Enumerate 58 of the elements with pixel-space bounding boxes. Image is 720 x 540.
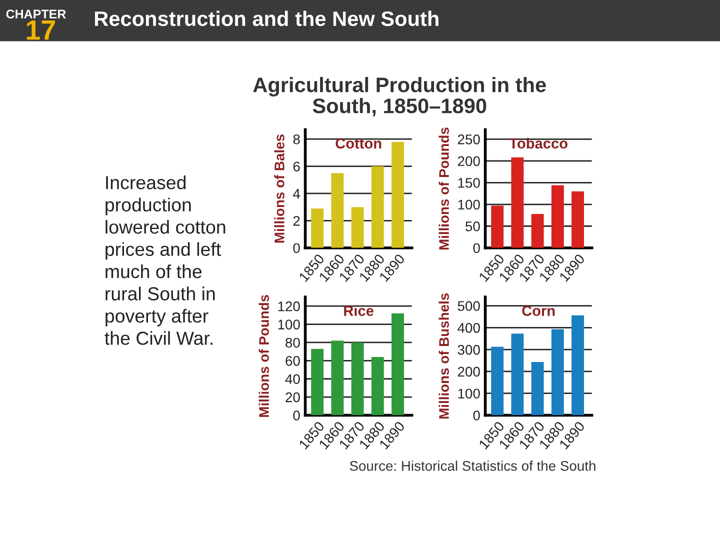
y-tick-label: 120 — [278, 301, 300, 312]
source-note: Source: Historical Statistics of the South — [350, 460, 596, 471]
chart-title: Corn — [522, 306, 555, 316]
y-axis-title: Millions of Pounds — [258, 294, 269, 417]
y-tick-label: 400 — [458, 322, 480, 333]
y-tick-label: 100 — [458, 200, 480, 210]
bar — [371, 357, 384, 416]
bar — [351, 342, 364, 416]
bar — [392, 313, 404, 416]
y-tick-label: 4 — [293, 188, 300, 199]
chart-title: Rice — [344, 305, 374, 316]
bar — [491, 206, 504, 248]
bar — [311, 348, 324, 416]
y-tick-label: 200 — [458, 156, 480, 166]
bar — [351, 207, 364, 248]
text: Agricultural Production in the South, 1850–1890 — [253, 76, 546, 116]
text: CHAPTER — [6, 10, 66, 18]
y-tick-label: 100 — [458, 388, 480, 399]
bar — [511, 157, 524, 248]
bar — [572, 315, 584, 416]
chart-title: Tobacco — [509, 138, 568, 149]
bar — [331, 173, 344, 248]
y-tick-label: 300 — [458, 344, 480, 355]
y-tick-label: 100 — [278, 320, 300, 330]
y-tick-label: 0 — [293, 243, 300, 254]
y-tick-label: 60 — [286, 356, 300, 366]
y-tick-label: 40 — [285, 374, 300, 384]
bar — [392, 142, 404, 248]
y-axis-title: Millions of Pounds — [438, 128, 449, 250]
y-tick-label: 0 — [473, 243, 480, 254]
text: Reconstruction and the New South — [94, 10, 438, 26]
y-tick-label: 50 — [466, 221, 480, 232]
bar — [311, 208, 324, 248]
bar — [572, 191, 584, 248]
bar — [551, 185, 564, 248]
y-tick-label: 0 — [473, 410, 480, 420]
text: Increased production lowered cotton prices and left much of the rural South in poverty after the Civil War. — [104, 176, 226, 345]
bar — [511, 334, 524, 416]
y-tick-label: 150 — [458, 178, 480, 188]
y-tick-label: 2 — [293, 216, 300, 226]
y-tick-label: 20 — [286, 392, 300, 402]
y-axis-title: Millions of Bushels — [438, 293, 449, 418]
y-tick-label: 200 — [458, 366, 480, 377]
bar — [331, 340, 344, 416]
y-tick-label: 8 — [293, 134, 300, 144]
bar — [371, 166, 384, 248]
y-tick-label: 80 — [286, 338, 300, 348]
chart-title: Cotton — [336, 138, 382, 149]
y-axis-title: Millions of Bales — [274, 134, 284, 243]
text: 17 — [26, 20, 55, 40]
bar — [551, 329, 564, 416]
y-tick-label: 500 — [458, 301, 480, 311]
bar — [531, 214, 544, 248]
bar — [491, 346, 504, 416]
y-tick-label: 0 — [293, 410, 300, 420]
y-tick-label: 250 — [458, 134, 480, 144]
y-tick-label: 6 — [293, 162, 300, 172]
bar — [531, 362, 544, 416]
